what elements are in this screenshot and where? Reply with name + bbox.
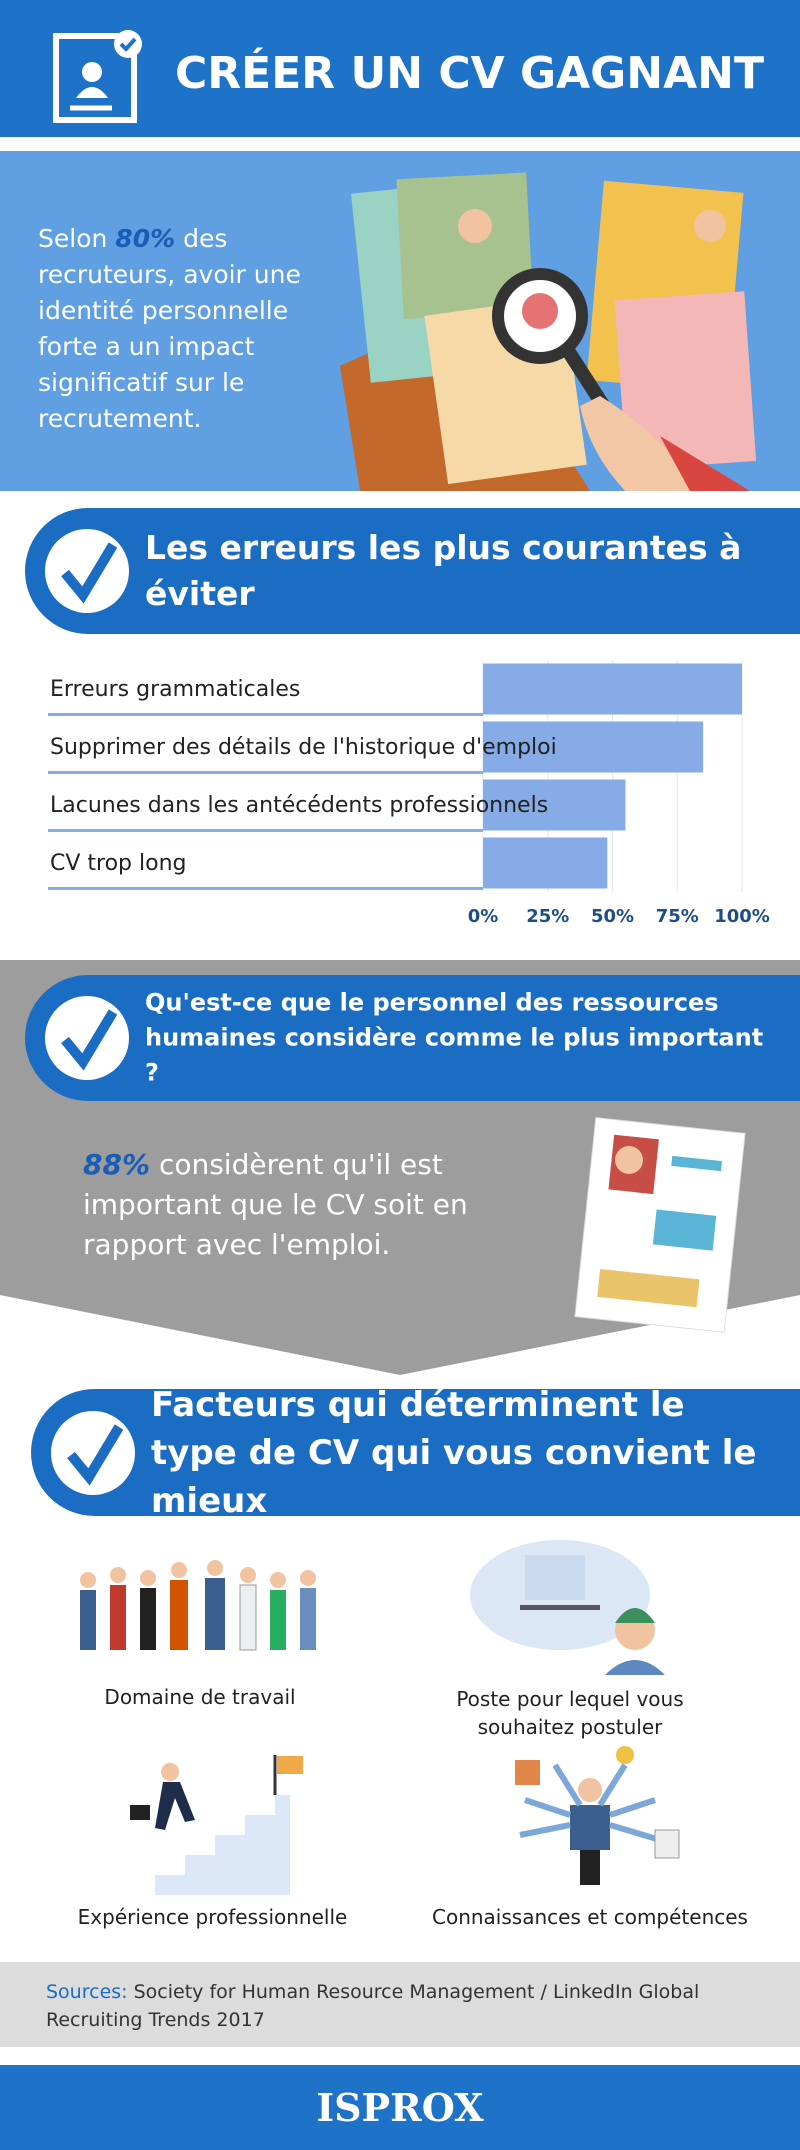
bar-chart: 0% 25% 50% 75% 100% Erreurs grammaticales Supp… — [48, 660, 770, 927]
category-label: Erreurs grammaticales — [50, 677, 300, 702]
check-icon — [45, 529, 129, 613]
office-icon — [470, 1540, 665, 1675]
intro-text-before: Selon — [38, 224, 108, 253]
hr-banner: Qu'est-ce que le personnel des ressource… — [25, 975, 800, 1101]
hr-heading: Qu'est-ce que le personnel des ressource… — [145, 988, 764, 1087]
intro-highlight: 80% — [115, 224, 176, 253]
header: CRÉER UN CV GAGNANT — [0, 0, 800, 137]
sources-body: Society for Human Resource Management / … — [46, 1981, 700, 2031]
hr-text: 88% considèrent qu'il est important que … — [83, 1145, 513, 1265]
bar — [483, 837, 608, 889]
check-icon — [51, 1410, 135, 1495]
factor-label: Poste pour lequel vous souhaitez postule… — [456, 1687, 684, 1739]
hr-highlight: 88% — [83, 1148, 151, 1181]
intro-text-after: des recruteurs, avoir une identité perso… — [38, 224, 301, 433]
intro-section: Selon 80% des recruteurs, avoir une iden… — [0, 151, 800, 491]
x-tick-label: 25% — [526, 906, 569, 927]
header-icon — [53, 30, 142, 123]
sources-section: Sources: Society for Human Resource Mana… — [0, 1962, 800, 2047]
category-label: Lacunes dans les antécédents professionn… — [50, 793, 548, 818]
category-label: Supprimer des détails de l'historique d'… — [50, 735, 557, 760]
factors-heading: Facteurs qui déterminent le type de CV q… — [151, 1384, 757, 1521]
stairs-icon — [130, 1755, 303, 1895]
intro-text: Selon 80% des recruteurs, avoir une iden… — [38, 221, 318, 437]
x-tick-label: 75% — [656, 906, 699, 927]
sources-text: Sources: Society for Human Resource Mana… — [46, 1978, 766, 2034]
errors-heading: Les erreurs les plus courantes à éviter — [145, 528, 742, 613]
title: CRÉER UN CV GAGNANT — [175, 48, 765, 99]
bar — [483, 779, 626, 831]
factor-label: Expérience professionnelle — [77, 1905, 348, 1929]
sources-label: Sources: — [46, 1981, 128, 2003]
x-tick-label: 0% — [468, 906, 499, 927]
logo: ISPROX — [316, 2085, 484, 2130]
cv-illustration — [340, 172, 757, 491]
skills-icon — [515, 1746, 680, 1885]
cv-document-icon — [574, 1117, 746, 1333]
factors-banner: Facteurs qui déterminent le type de CV q… — [31, 1385, 800, 1521]
hr-text-body: considèrent qu'il est important que le C… — [83, 1148, 468, 1261]
check-icon — [45, 996, 129, 1080]
factor-label: Connaissances et compétences — [432, 1905, 748, 1929]
category-label: CV trop long — [50, 851, 187, 876]
workers-icon — [80, 1560, 316, 1651]
bar — [483, 721, 704, 773]
x-tick-label: 50% — [591, 906, 634, 927]
bar — [483, 663, 742, 715]
footer: ISPROX — [0, 2065, 800, 2150]
errors-banner: Les erreurs les plus courantes à éviter — [25, 508, 800, 634]
factor-label: Domaine de travail — [104, 1685, 296, 1709]
x-tick-label: 100% — [714, 906, 770, 927]
